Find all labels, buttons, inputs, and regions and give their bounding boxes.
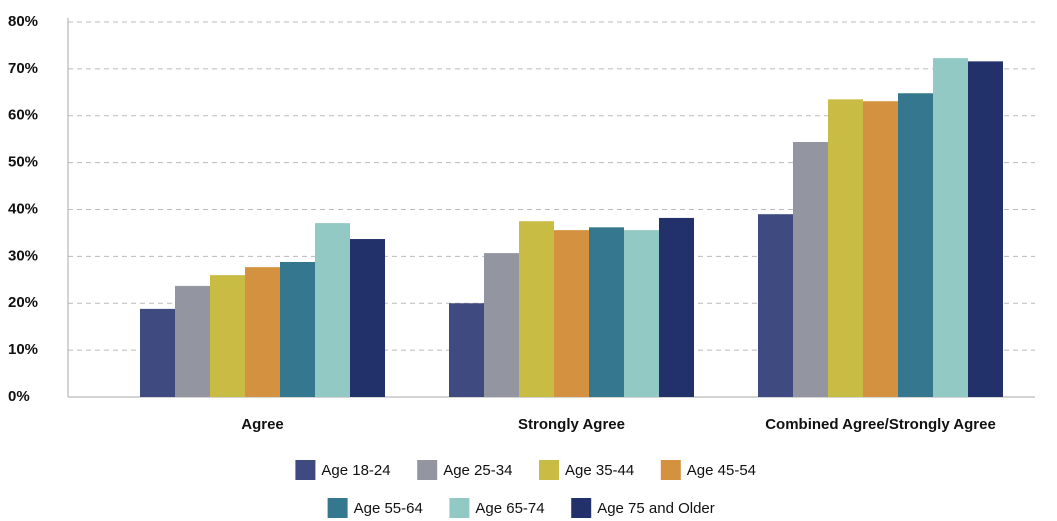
legend-label: Age 18-24 <box>321 462 390 479</box>
legend-swatch <box>660 460 681 480</box>
bar <box>484 253 519 397</box>
legend-label: Age 35-44 <box>565 462 634 479</box>
y-tick-label: 30% <box>8 247 38 264</box>
bar <box>968 61 1003 397</box>
bar <box>863 101 898 397</box>
y-tick-label: 70% <box>8 60 38 77</box>
y-tick-label: 60% <box>8 107 38 124</box>
bar <box>350 239 385 397</box>
bar <box>245 267 280 397</box>
legend-label: Age 55-64 <box>354 500 423 517</box>
bar <box>828 99 863 397</box>
legend-swatch <box>571 498 592 518</box>
x-tick-label: Combined Agree/Strongly Agree <box>765 416 996 433</box>
bar <box>449 303 484 397</box>
bar <box>898 93 933 397</box>
x-tick-label: Agree <box>241 416 284 433</box>
y-tick-label: 40% <box>8 200 38 217</box>
legend-swatch <box>417 460 438 480</box>
y-tick-label: 20% <box>8 294 38 311</box>
legend-label: Age 65-74 <box>475 500 544 517</box>
legend-swatch <box>539 460 559 480</box>
legend-label: Age 45-54 <box>687 462 756 479</box>
bar <box>589 227 624 397</box>
legend-label: Age 75 and Older <box>597 500 715 517</box>
x-tick-label: Strongly Agree <box>518 416 625 433</box>
y-tick-label: 80% <box>8 13 38 30</box>
bar <box>140 308 175 397</box>
y-tick-label: 0% <box>8 388 30 405</box>
legend-swatch <box>327 498 348 518</box>
bar <box>554 230 589 397</box>
bar <box>519 221 554 397</box>
bar <box>758 214 793 397</box>
y-tick-label: 10% <box>8 341 38 358</box>
bar <box>175 285 210 397</box>
bar <box>659 217 694 397</box>
bar <box>933 58 968 397</box>
bar <box>280 262 315 397</box>
legend-swatch <box>449 498 470 518</box>
bar <box>315 223 350 397</box>
bar <box>210 275 245 397</box>
legend-label: Age 25-34 <box>443 462 512 479</box>
y-tick-label: 50% <box>8 154 38 171</box>
legend-swatch <box>295 460 316 480</box>
bar <box>793 142 828 397</box>
bar <box>624 230 659 397</box>
